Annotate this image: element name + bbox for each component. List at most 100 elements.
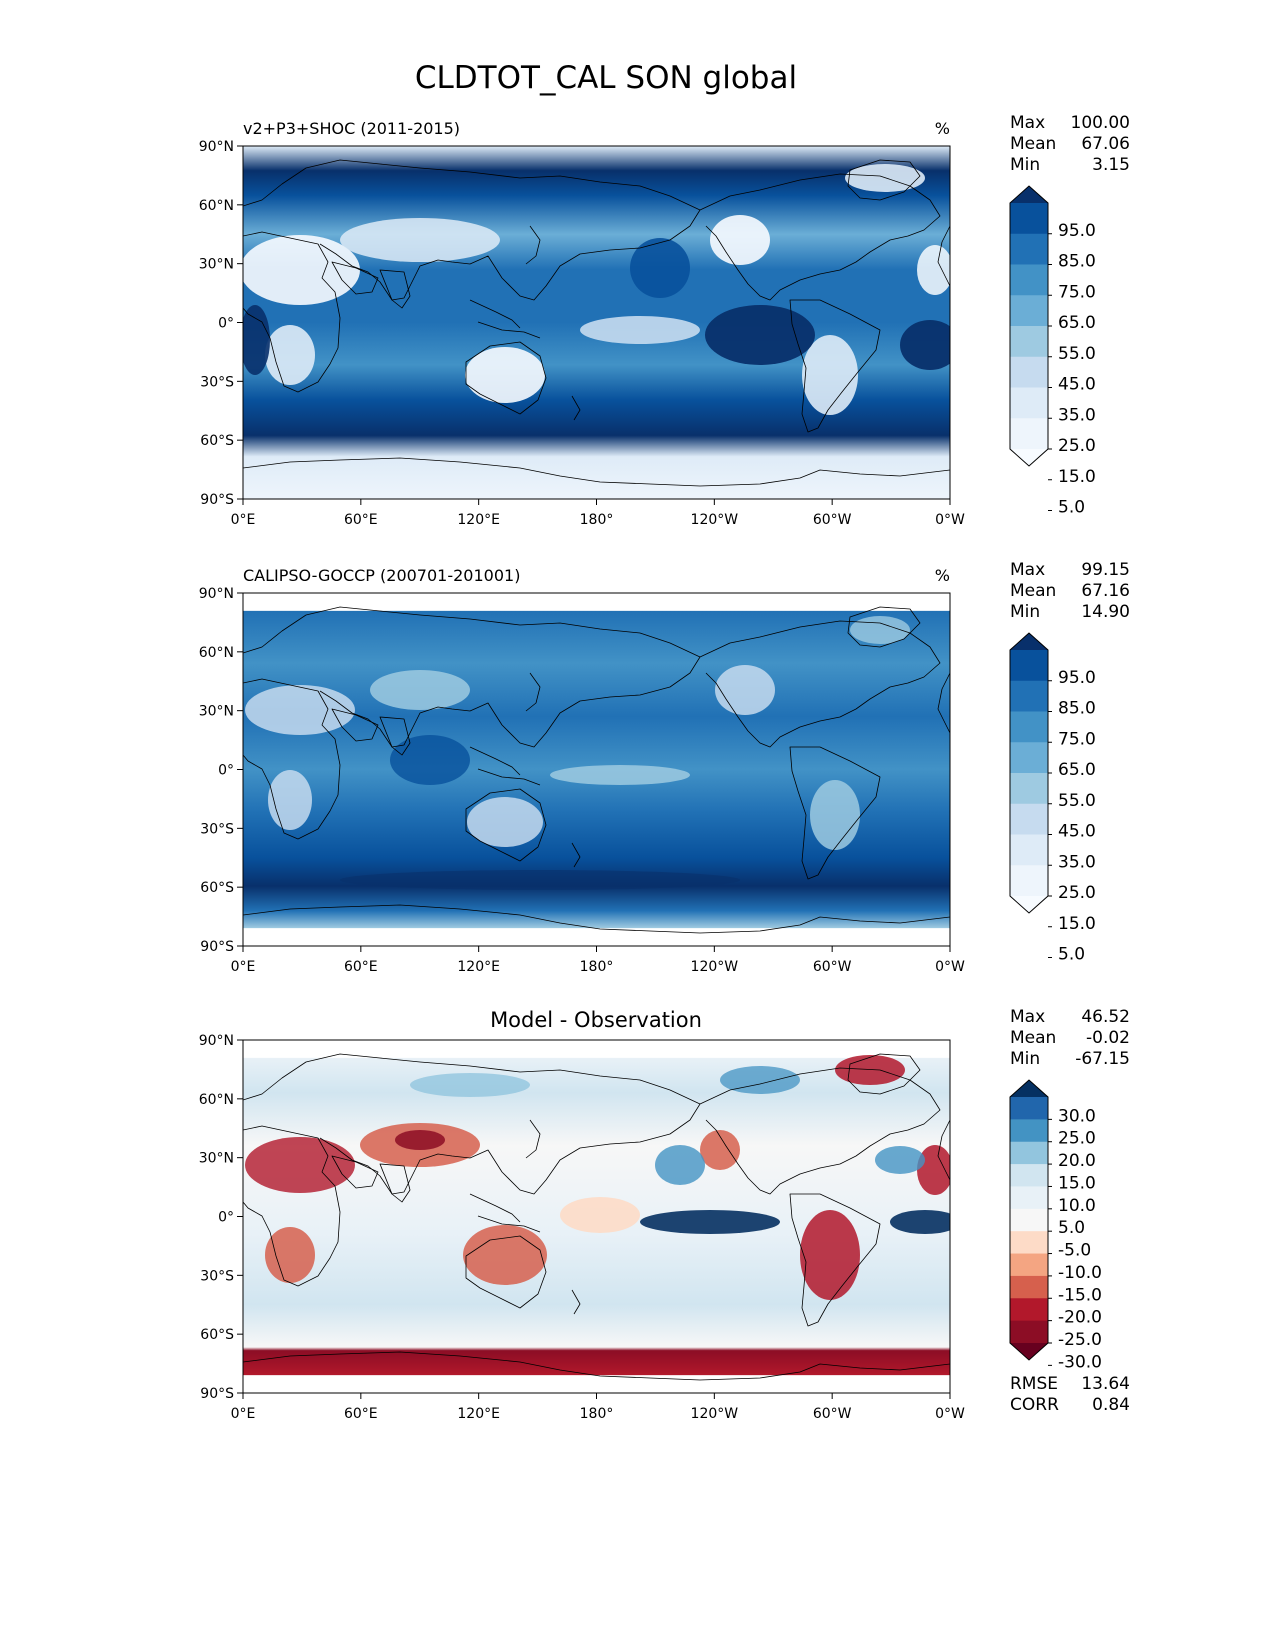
- colorbar-label: 5.0: [1058, 1218, 1085, 1238]
- colorbar-label: -20.0: [1058, 1308, 1102, 1328]
- lon-tick-label: 0°W: [935, 512, 965, 528]
- colorbar-label: 20.0: [1058, 1151, 1096, 1171]
- map-test: [243, 146, 950, 499]
- colorbar-segment: [1010, 1119, 1048, 1143]
- colorbar-reference: 95.0 85.0 75.0 65.0 55.0 45.0 35.0 25.0 15.0 5.0: [1009, 632, 1096, 965]
- colorbar-label: 25.0: [1058, 1129, 1096, 1149]
- colorbar-segment: [1010, 834, 1048, 866]
- lat-tick-label: 90°N: [199, 1033, 234, 1049]
- lon-tick-label: 0°E: [231, 959, 256, 975]
- lon-tick-label: 60°E: [344, 512, 378, 528]
- stat-label: Mean: [1010, 134, 1056, 154]
- panel-reference: CALIPSO-GOCCP (200701-201001) %: [242, 566, 951, 947]
- colorbar-label: 75.0: [1058, 729, 1096, 749]
- stat-label: Min: [1010, 1049, 1040, 1069]
- colorbar-label: 35.0: [1058, 405, 1096, 425]
- colorbar-segment: [1010, 1320, 1048, 1344]
- colorbar-difference: 30.0 25.020.015.0 10.05.0 -5.0-10.0-15.0 -20…: [1009, 1079, 1102, 1372]
- lat-tick-label: 30°N: [199, 704, 234, 720]
- colorbar-segment: [1010, 1231, 1048, 1255]
- colorbar-label: -10.0: [1058, 1263, 1102, 1283]
- colorbar-segment: [1010, 1097, 1048, 1120]
- lon-tick-label: 60°W: [813, 1406, 852, 1422]
- panel-difference: Model - Observation: [242, 1008, 951, 1394]
- panel-test-units: %: [935, 119, 950, 138]
- panel-test: v2+P3+SHOC (2011-2015) %: [242, 119, 951, 500]
- lat-tick-label: 90°N: [199, 139, 234, 155]
- lon-tick-label: 0°W: [935, 1406, 965, 1422]
- lon-tick-label: 60°E: [344, 1406, 378, 1422]
- stat-value: 67.06: [1081, 134, 1130, 154]
- colorbar-extend-bottom: [1010, 896, 1048, 913]
- stat-label: Max: [1010, 113, 1045, 133]
- colorbar-segment: [1010, 680, 1048, 712]
- colorbar-segment: [1010, 233, 1048, 265]
- lon-tick-label: 0°W: [935, 959, 965, 975]
- colorbar-label: 45.0: [1058, 822, 1096, 842]
- colorbar-label: 85.0: [1058, 252, 1096, 272]
- colorbar-label: 5.0: [1058, 945, 1085, 965]
- colorbar-label: 15.0: [1058, 914, 1096, 934]
- colorbar-segment: [1010, 711, 1048, 743]
- stat-value: 100.00: [1071, 113, 1130, 133]
- colorbar-label: 35.0: [1058, 852, 1096, 872]
- colorbar-segment: [1010, 773, 1048, 805]
- axis-ticks: 90°N 60°N 30°N 0° 30°S 60°S 90°S 0°E 60°E 120°E 18…: [199, 139, 965, 1422]
- panel-difference-title: Model - Observation: [490, 1008, 702, 1032]
- lat-tick-label: 60°N: [199, 645, 234, 661]
- lon-tick-label: 120°W: [691, 512, 739, 528]
- colorbar-extend-top: [1010, 186, 1048, 203]
- colorbar-segment: [1010, 1253, 1048, 1277]
- colorbar-label: -30.0: [1058, 1352, 1102, 1372]
- lon-tick-label: 60°W: [813, 959, 852, 975]
- lat-tick-label: 0°: [218, 1210, 234, 1226]
- lat-tick-label: 60°N: [199, 1092, 234, 1108]
- lat-tick-label: 60°N: [199, 198, 234, 214]
- colorbar-label: 75.0: [1058, 282, 1096, 302]
- stat-label: Max: [1010, 1007, 1045, 1027]
- stat-label: CORR: [1010, 1395, 1059, 1415]
- colorbar-segment: [1010, 803, 1048, 835]
- lon-tick-label: 0°E: [231, 512, 256, 528]
- stat-value: 0.84: [1092, 1395, 1130, 1415]
- lat-tick-label: 60°S: [200, 433, 234, 449]
- colorbar-label: -25.0: [1058, 1330, 1102, 1350]
- lon-tick-label: 60°W: [813, 512, 852, 528]
- panel-test-title: v2+P3+SHOC (2011-2015): [243, 119, 460, 138]
- stat-value: 14.90: [1081, 602, 1130, 622]
- colorbar-label: 95.0: [1058, 221, 1096, 241]
- lon-tick-label: 120°W: [691, 1406, 739, 1422]
- lon-tick-label: 180°: [580, 959, 614, 975]
- colorbar-extend-bottom: [1010, 1343, 1048, 1360]
- lat-tick-label: 60°S: [200, 1327, 234, 1343]
- lat-tick-label: 30°S: [200, 374, 234, 390]
- colorbar-segment: [1010, 1186, 1048, 1210]
- colorbar-segment: [1010, 203, 1048, 235]
- colorbar-segment: [1010, 1164, 1048, 1187]
- lat-tick-label: 30°N: [199, 1151, 234, 1167]
- lat-tick-label: 60°S: [200, 880, 234, 896]
- stat-value: -67.15: [1075, 1049, 1130, 1069]
- colorbar-label: 65.0: [1058, 313, 1096, 333]
- lon-tick-label: 180°: [580, 512, 614, 528]
- colorbar-segment: [1010, 1141, 1048, 1165]
- colorbar-segment: [1010, 742, 1048, 774]
- lat-tick-label: 30°S: [200, 1268, 234, 1284]
- colorbar-extend-top: [1010, 1080, 1048, 1097]
- colorbar-segment: [1010, 387, 1048, 419]
- lat-tick-label: 90°S: [200, 492, 234, 508]
- colorbar-label: -5.0: [1058, 1241, 1091, 1261]
- panel-reference-units: %: [935, 566, 950, 585]
- colorbar-segment: [1010, 326, 1048, 358]
- colorbar-label: 25.0: [1058, 883, 1096, 903]
- colorbar-segment: [1010, 264, 1048, 296]
- colorbar-label: 15.0: [1058, 467, 1096, 487]
- stat-value: 67.16: [1081, 581, 1130, 601]
- lat-tick-label: 90°S: [200, 1386, 234, 1402]
- colorbar-segment: [1010, 1275, 1048, 1299]
- colorbar-label: 85.0: [1058, 699, 1096, 719]
- lat-tick-label: 0°: [218, 316, 234, 332]
- stat-value: 3.15: [1092, 155, 1130, 175]
- stat-label: Mean: [1010, 581, 1056, 601]
